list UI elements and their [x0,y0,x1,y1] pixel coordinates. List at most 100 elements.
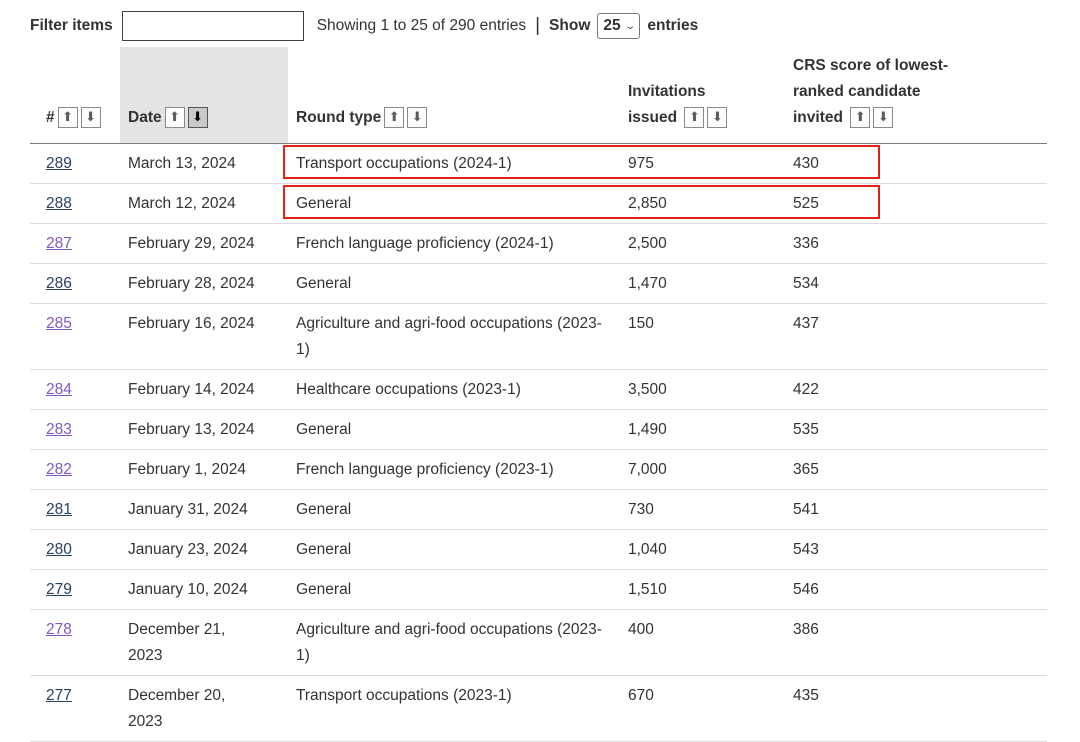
crs-cell: 534 [785,263,1047,304]
round-number-link[interactable]: 285 [46,315,72,332]
table-body: 289 March 13, 2024 Transport occupations… [30,143,1047,742]
arrow-down-icon: ⬇ [411,110,423,125]
arrow-up-icon: ⬆ [62,110,74,125]
sort-desc-button[interactable]: ⬇ [873,107,894,128]
date-cell: February 13, 2024 [120,409,288,450]
invitations-cell: 1,040 [620,529,785,570]
round-number-link[interactable]: 281 [46,501,72,518]
sort-asc-button[interactable]: ⬆ [164,107,185,128]
column-header-invitations-label: Invitations issued [628,83,706,126]
round-number-link[interactable]: 283 [46,421,72,438]
round-number-link[interactable]: 287 [46,235,72,252]
crs-cell: 541 [785,489,1047,530]
round-number-link[interactable]: 280 [46,541,72,558]
crs-cell: 365 [785,449,1047,490]
table-row: 283 February 13, 2024 General 1,490 535 [30,409,1047,450]
column-header-round-type-label: Round type [296,109,382,126]
table-row: 287 February 29, 2024 French language pr… [30,223,1047,264]
date-cell: February 16, 2024 [120,303,288,370]
invitations-cell: 2,500 [620,223,785,264]
crs-cell: 525 [785,183,1047,224]
round-type-cell: French language proficiency (2024-1) [288,223,620,264]
table-row: 286 February 28, 2024 General 1,470 534 [30,263,1047,304]
table-row: 280 January 23, 2024 General 1,040 543 [30,529,1047,570]
date-cell: December 21, 2023 [120,609,288,676]
invitations-cell: 975 [620,143,785,184]
round-number-link[interactable]: 284 [46,381,72,398]
date-cell: March 13, 2024 [120,143,288,184]
invitations-cell: 150 [620,303,785,370]
round-number-link[interactable]: 289 [46,155,72,172]
column-header-date-label: Date [128,109,162,126]
table-row: 284 February 14, 2024 Healthcare occupat… [30,369,1047,410]
round-number-link[interactable]: 288 [46,195,72,212]
crs-cell: 535 [785,409,1047,450]
page-size-select[interactable]: 25 ⌄ [597,13,641,39]
chevron-down-icon: ⌄ [624,20,637,32]
invitations-cell: 2,850 [620,183,785,224]
date-cell: January 23, 2024 [120,529,288,570]
table-row: 289 March 13, 2024 Transport occupations… [30,143,1047,184]
round-type-cell: General [288,489,620,530]
sort-desc-button[interactable]: ⬇ [187,107,208,128]
round-type-cell: General [288,409,620,450]
table-row: 285 February 16, 2024 Agriculture and ag… [30,303,1047,370]
round-number-link[interactable]: 279 [46,581,72,598]
crs-cell: 546 [785,569,1047,610]
sort-asc-button[interactable]: ⬆ [57,107,78,128]
round-number-link[interactable]: 286 [46,275,72,292]
page-size-value: 25 [603,17,621,34]
round-type-cell: Transport occupations (2023-1) [288,675,620,742]
date-cell: February 29, 2024 [120,223,288,264]
sort-desc-button[interactable]: ⬇ [80,107,101,128]
round-number-link[interactable]: 277 [46,687,72,704]
arrow-up-icon: ⬆ [854,110,866,125]
entries-label: entries [647,17,699,34]
arrow-down-icon: ⬇ [877,110,889,125]
rounds-table: # ⬆ ⬇ Date ⬆ ⬇ Round type ⬆ ⬇ Invitations issu… [30,47,1047,742]
sort-desc-button[interactable]: ⬇ [707,107,728,128]
table-row: 281 January 31, 2024 General 730 541 [30,489,1047,530]
column-header-num: # ⬆ ⬇ [30,47,120,144]
table-row: 282 February 1, 2024 French language pro… [30,449,1047,490]
column-header-crs-label: CRS score of lowest-ranked candidate inv… [793,57,949,126]
round-type-cell: Healthcare occupations (2023-1) [288,369,620,410]
date-cell: February 28, 2024 [120,263,288,304]
sort-asc-button[interactable]: ⬆ [684,107,705,128]
round-type-cell: General [288,569,620,610]
column-header-invitations: Invitations issued ⬆ ⬇ [620,47,785,144]
table-controls: Filter items Showing 1 to 25 of 290 entr… [0,0,1080,42]
date-cell: December 20, 2023 [120,675,288,742]
crs-cell: 435 [785,675,1047,742]
round-number-link[interactable]: 282 [46,461,72,478]
crs-cell: 437 [785,303,1047,370]
round-type-cell: Agriculture and agri-food occupations (2… [288,303,620,370]
sort-desc-button[interactable]: ⬇ [407,107,428,128]
date-cell: January 31, 2024 [120,489,288,530]
table-row: 278 December 21, 2023 Agriculture and ag… [30,609,1047,676]
arrow-up-icon: ⬆ [388,110,400,125]
round-number-link[interactable]: 278 [46,621,72,638]
round-type-cell: French language proficiency (2023-1) [288,449,620,490]
column-header-num-label: # [46,109,55,126]
crs-cell: 422 [785,369,1047,410]
invitations-cell: 730 [620,489,785,530]
table-row: 279 January 10, 2024 General 1,510 546 [30,569,1047,610]
arrow-down-icon: ⬇ [711,110,723,125]
invitations-cell: 1,510 [620,569,785,610]
sort-asc-button[interactable]: ⬆ [850,107,871,128]
round-type-cell: General [283,183,880,224]
arrow-down-icon: ⬇ [192,110,204,125]
invitations-cell: 3,500 [620,369,785,410]
sort-asc-button[interactable]: ⬆ [384,107,405,128]
column-header-date: Date ⬆ ⬇ [120,47,288,144]
invitations-cell: 7,000 [620,449,785,490]
invitations-cell: 1,470 [620,263,785,304]
table-row: 288 March 12, 2024 General 2,850 525 [30,183,1047,224]
round-type-cell: Transport occupations (2024-1) [283,143,880,184]
column-header-crs: CRS score of lowest-ranked candidate inv… [785,47,1047,144]
round-type-cell: Agriculture and agri-food occupations (2… [288,609,620,676]
invitations-cell: 670 [620,675,785,742]
filter-input[interactable] [121,11,304,41]
show-label: Show [549,17,591,34]
